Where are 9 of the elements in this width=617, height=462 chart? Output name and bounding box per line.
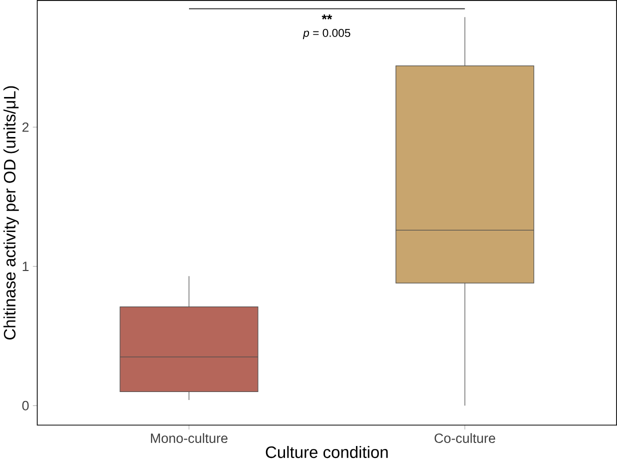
x-tick-label: Mono-culture: [150, 433, 228, 444]
annotation: **: [322, 14, 332, 20]
y-tick-label: 2: [22, 122, 29, 132]
y-tick-label: 1: [22, 262, 29, 272]
annotation: p = 0.005: [302, 29, 350, 40]
y-tick-label: 0: [22, 401, 29, 411]
x-tick-label: Co-culture: [434, 433, 496, 444]
x-axis-title: Culture condition: [266, 446, 388, 458]
y-axis-title: Chitinase activity per OD (units/μL): [3, 86, 19, 340]
